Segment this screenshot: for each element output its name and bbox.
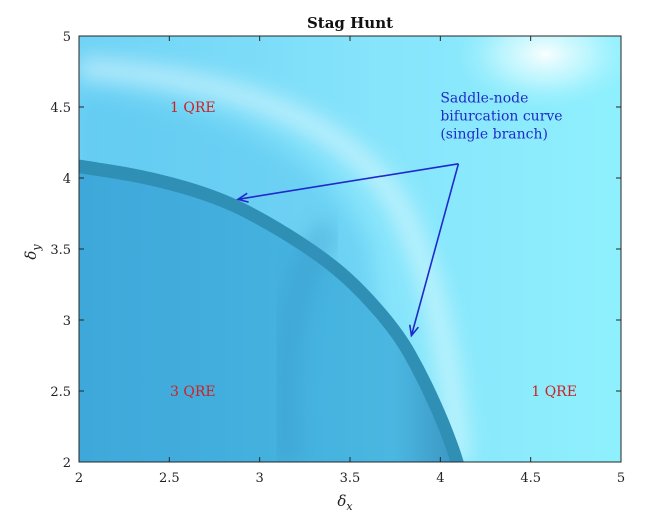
- y-tick-label: 3.5: [50, 243, 71, 258]
- bifurcation-region: [79, 159, 464, 462]
- annotation-arrow-line: [237, 163, 459, 201]
- y-tick-label: 3: [63, 314, 71, 329]
- x-axis: 2 2.5 3 3.5 4 4.5 5: [75, 36, 625, 486]
- region-label: 3 QRE: [170, 384, 216, 400]
- x-tick-label: 3: [256, 471, 264, 486]
- bifurcation-annotation: Saddle-node bifurcation curve (single bran…: [236, 91, 563, 338]
- annotation-arrow-line: [410, 163, 460, 336]
- y-tick-label: 5: [63, 30, 71, 45]
- x-axis-label-symbol: δ: [337, 492, 346, 510]
- region-label: 1 QRE: [170, 100, 216, 116]
- x-axis-label-subscript: x: [346, 500, 353, 513]
- x-tick-label: 3.5: [340, 471, 361, 486]
- chart-title: Stag Hunt: [307, 14, 393, 32]
- inner-shading-band: [272, 218, 340, 462]
- region-label: 1 QRE: [531, 384, 577, 400]
- y-tick-label: 2.5: [50, 385, 71, 400]
- y-axis-label-symbol: δ: [22, 251, 40, 260]
- y-tick-label: 4.5: [50, 101, 71, 116]
- x-tick-label: 2.5: [159, 471, 180, 486]
- y-tick-label: 2: [63, 456, 71, 471]
- x-tick-label: 5: [617, 471, 625, 486]
- y-axis-label: δy: [22, 244, 43, 260]
- annotation-text-line: bifurcation curve: [440, 109, 562, 125]
- x-tick-label: 4: [436, 471, 444, 486]
- x-tick-label: 2: [75, 471, 83, 486]
- x-tick-label: 4.5: [520, 471, 541, 486]
- highlight-glow-top-right: [455, 36, 621, 109]
- region-labels: 1 QRE 3 QRE 1 QRE: [170, 100, 577, 400]
- x-axis-label: δx: [337, 492, 353, 513]
- annotation-arrow-head: [408, 324, 420, 338]
- y-axis-label-subscript: y: [30, 244, 43, 252]
- annotation-arrow-head: [236, 192, 249, 203]
- y-axis: 2 2.5 3 3.5 4 4.5 5: [50, 30, 621, 471]
- annotation-text-line: (single branch): [440, 127, 548, 143]
- plot-area: [79, 36, 621, 462]
- annotation-text-line: Saddle-node: [440, 91, 528, 107]
- three-qre-region: [79, 173, 451, 462]
- highlight-ridge: [79, 57, 470, 462]
- y-tick-label: 4: [63, 172, 71, 187]
